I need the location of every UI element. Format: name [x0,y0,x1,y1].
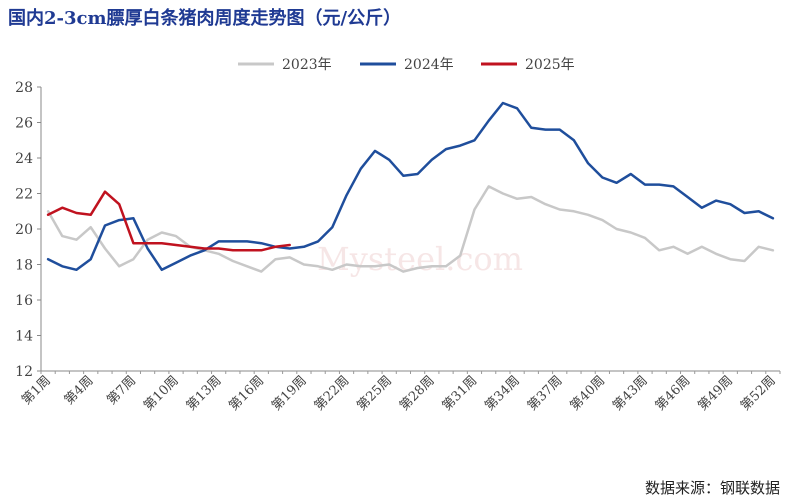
x-tick-label: 第16周 [226,373,267,414]
legend-label: 2025年 [525,57,575,73]
x-tick-label: 第4周 [62,373,97,408]
x-tick-label: 第31周 [440,373,481,414]
x-tick-label: 第22周 [312,373,353,414]
x-tick-label: 第34周 [482,373,523,414]
y-tick-label: 24 [15,151,33,167]
x-tick-label: 第49周 [695,373,736,414]
x-tick-label: 第25周 [354,373,395,414]
x-tick-label: 第10周 [141,373,182,414]
y-tick-label: 16 [15,293,33,309]
y-tick-label: 18 [15,258,33,274]
series-line-2025年 [46,190,291,252]
y-tick-label: 12 [15,364,33,380]
legend-label: 2023年 [282,57,332,73]
y-tick-label: 20 [15,222,33,238]
y-tick-label: 14 [15,329,33,345]
x-tick-label: 第13周 [184,373,225,414]
y-tick-label: 22 [15,187,33,203]
chart-title: 国内2-3cm膘厚白条猪肉周度走势图（元/公斤） [8,8,402,29]
x-tick-label: 第46周 [653,373,694,414]
data-source: 数据来源：钢联数据 [644,479,780,497]
series-line-2024年 [46,101,775,272]
watermark: Mysteel.com [317,240,523,278]
series-line-2023年 [46,185,775,273]
x-tick-label: 第52周 [738,373,779,414]
x-tick-label: 第40周 [567,373,608,414]
y-tick-label: 28 [15,80,33,96]
x-tick-label: 第7周 [104,373,139,408]
y-tick-label: 26 [15,116,33,132]
x-tick-label: 第28周 [397,373,438,414]
x-tick-label: 第43周 [610,373,651,414]
x-tick-label: 第19周 [269,373,310,414]
legend-label: 2024年 [404,57,454,73]
x-tick-label: 第37周 [525,373,566,414]
